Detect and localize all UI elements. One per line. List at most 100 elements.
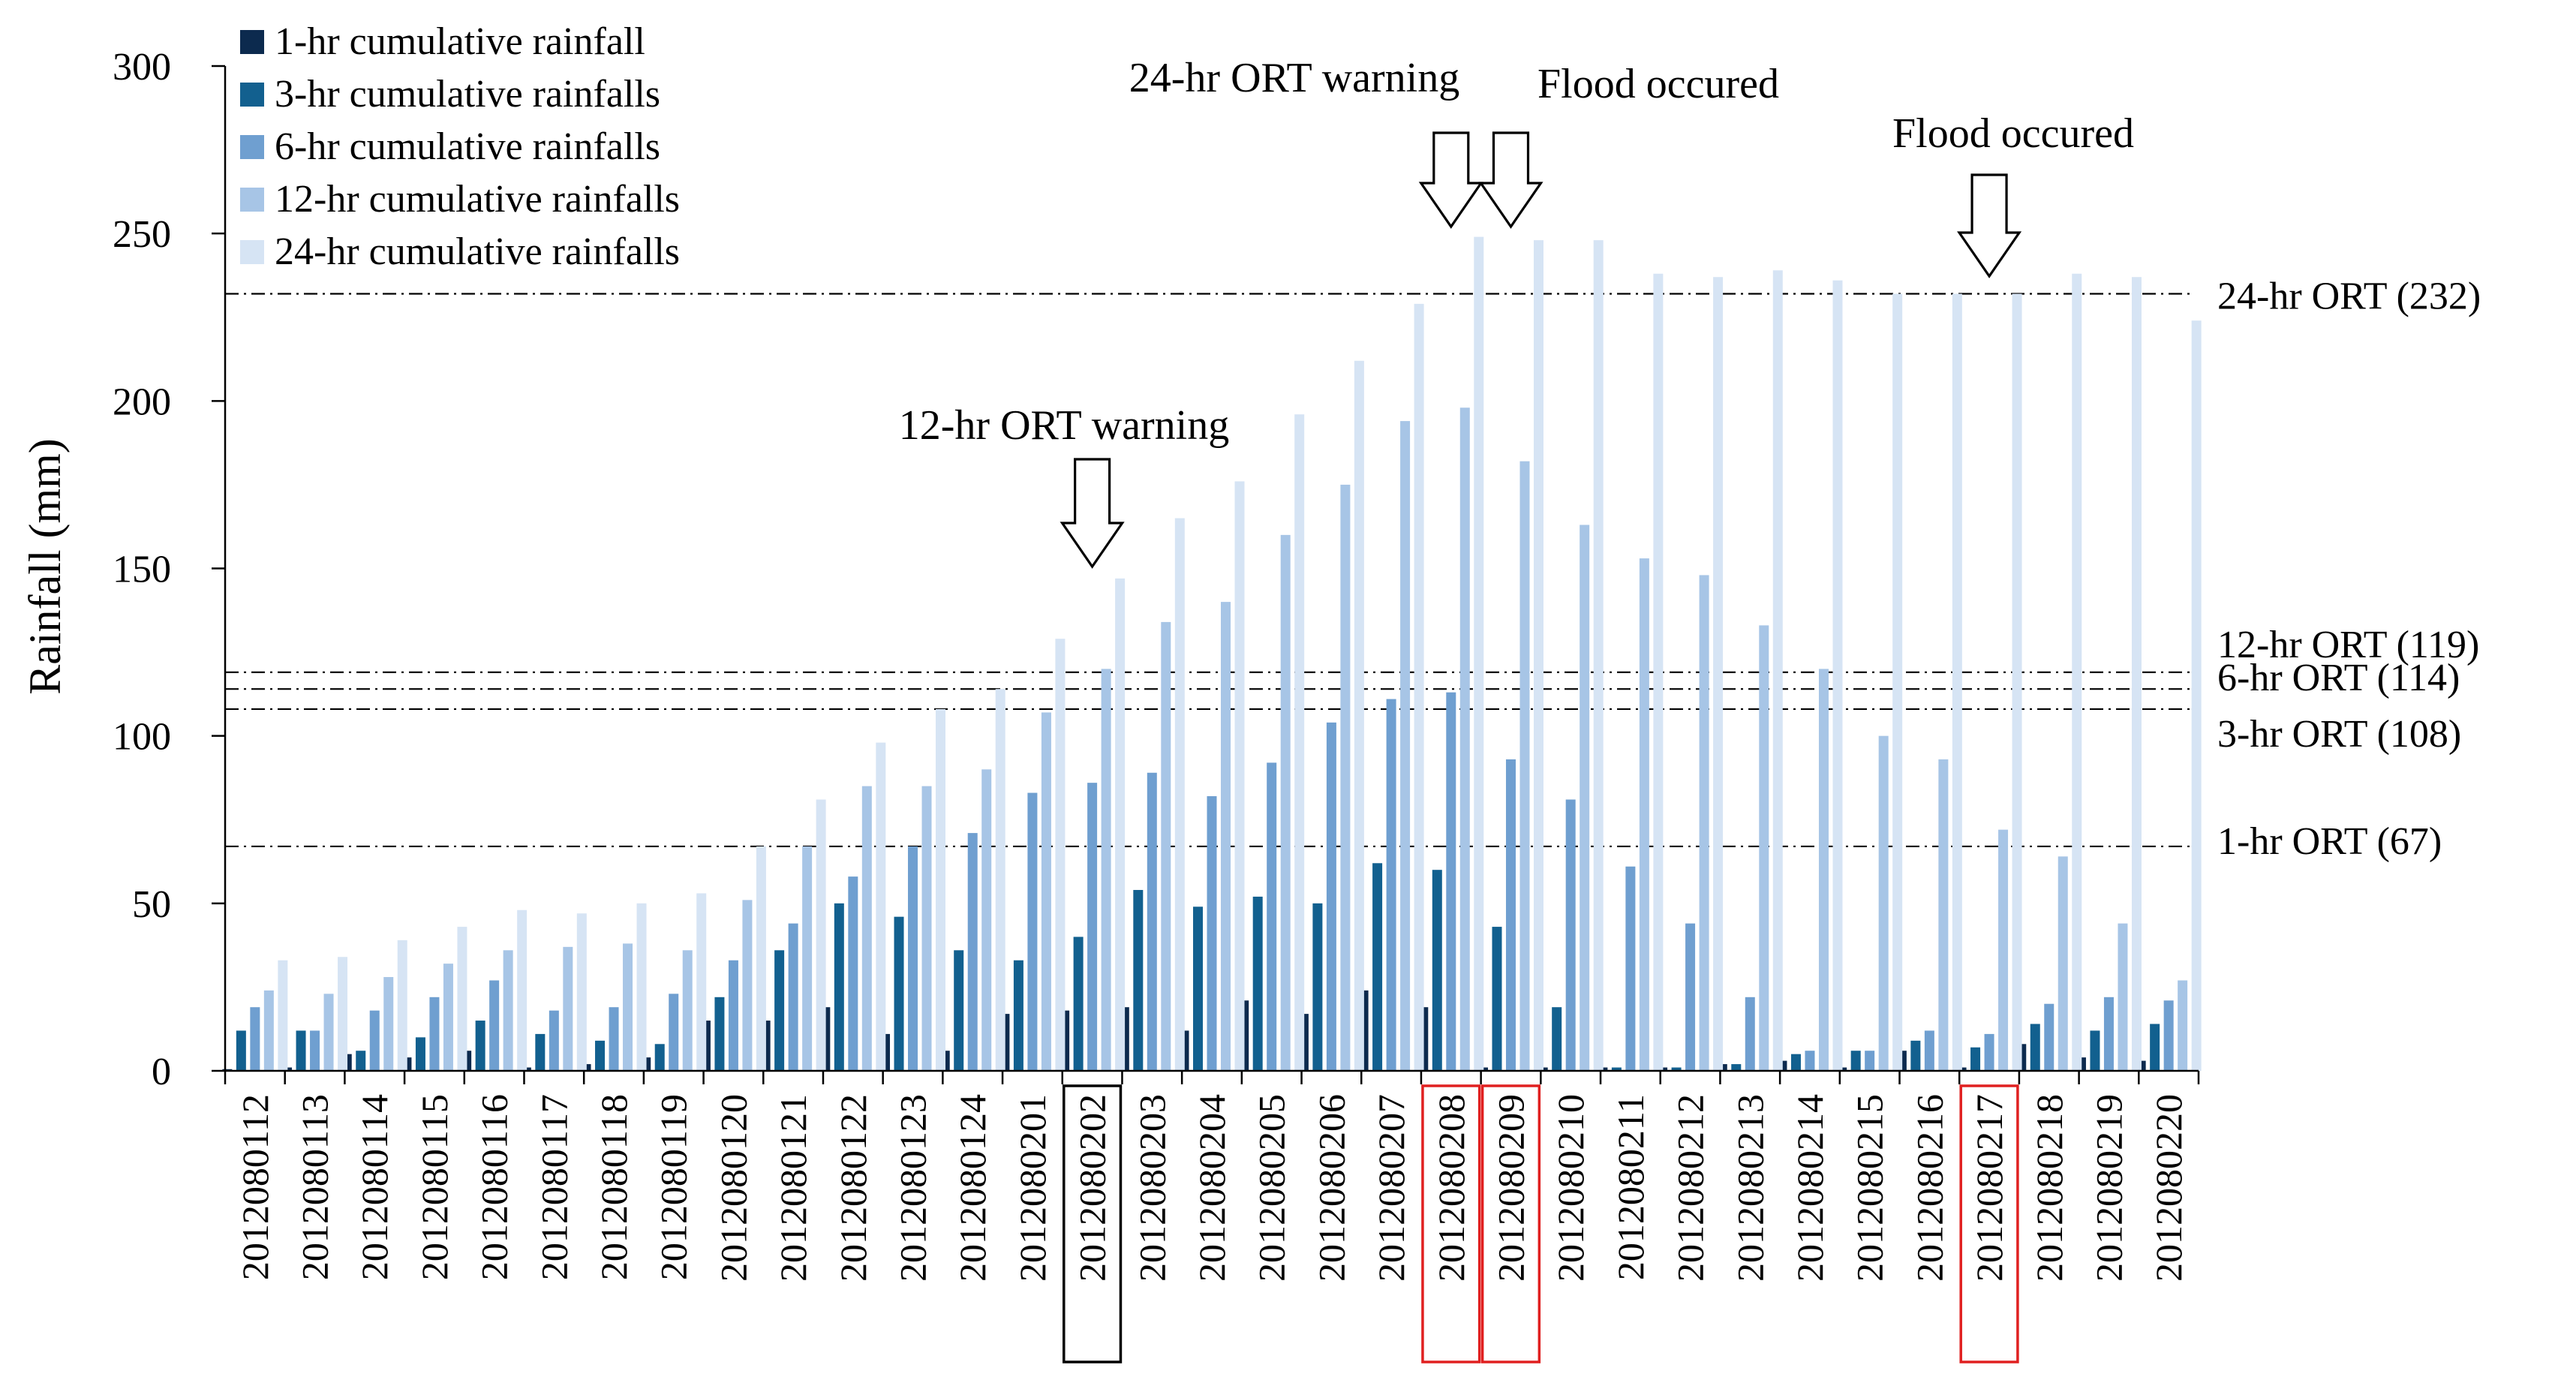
x-tick-label: 2012080206 [1310,1094,1352,1282]
x-tick-label: 2012080116 [473,1094,516,1280]
bar [623,943,633,1071]
bar [2072,273,2082,1071]
bar [1267,762,1277,1071]
bar [1340,484,1351,1071]
legend-swatch [240,188,264,212]
bar [1832,280,1843,1071]
x-tick-label: 2012080219 [2088,1094,2130,1282]
bar [1474,236,1484,1071]
bar [1161,621,1171,1071]
x-tick-label: 2012080119 [653,1094,695,1280]
y-tick-label: 100 [113,716,171,759]
ort-label: 3-hr ORT (108) [2217,713,2461,756]
bar [1193,906,1203,1071]
x-tick-label: 2012080124 [951,1094,993,1282]
bar [1924,1030,1934,1071]
bar [1459,407,1470,1071]
bar [1970,1047,1981,1071]
x-tick-label: 2012080212 [1670,1094,1712,1282]
bar [1731,1064,1742,1071]
y-tick-label: 50 [132,883,171,926]
x-tick-label: 2012080118 [593,1094,635,1280]
down-arrow [1478,131,1543,229]
bar [834,903,844,1071]
bar [1252,896,1263,1071]
bar [1013,960,1023,1071]
bar [576,913,587,1071]
legend-swatch [240,83,264,107]
bar [1745,997,1755,1071]
x-tick-label: 2012080201 [1011,1094,1054,1282]
bar [475,1021,485,1071]
bar [654,1044,665,1071]
bar [1892,293,1903,1072]
bar [894,916,904,1071]
bar [936,708,946,1071]
bar [1611,1067,1622,1071]
bar [2131,277,2142,1072]
bar [1312,903,1323,1071]
bar [816,799,826,1071]
bar [1639,558,1649,1071]
bar [236,1030,246,1071]
highlight-box [1480,1084,1541,1363]
axes: 0 50 100 150 200 250 300 [113,46,2200,1093]
bar [2103,997,2114,1071]
x-tick-label: 2012080213 [1729,1094,1771,1282]
bar [1713,277,1724,1072]
bar [1552,1007,1562,1071]
bar [2057,856,2068,1071]
legend-label: 1-hr cumulative rainfall [275,20,645,63]
bar [2044,1003,2054,1071]
highlight-boxes [1063,1084,2019,1363]
bar [669,994,679,1071]
x-tick-label: 2012080120 [712,1094,754,1282]
legend-swatch [240,240,264,264]
bar [1938,759,1949,1071]
bar [861,786,872,1071]
down-arrow [1418,131,1483,229]
highlight-box [1421,1084,1481,1363]
bar [535,1033,546,1071]
bar [1805,1051,1815,1071]
x-tick-label: 2012080218 [2028,1094,2070,1282]
bar [1414,303,1424,1071]
x-tick-label: 2012080210 [1550,1094,1592,1282]
x-tick-label: 2012080217 [1968,1094,2010,1282]
bar [908,846,918,1071]
x-tick-labels: 2012080112 2012080113 2012080114 2012080115… [234,1094,2190,1282]
bar [1207,796,1217,1071]
bar [563,946,573,1071]
bar [1174,518,1185,1071]
y-tick-label: 250 [113,213,171,256]
bar [323,994,334,1071]
legend: 1-hr cumulative rainfall 3-hr cumulative … [240,20,680,273]
bar [921,786,932,1071]
y-tick-label: 150 [113,549,171,591]
annotation-label: Flood occured [1537,61,1779,107]
bar [2150,1024,2160,1071]
bar [1386,699,1396,1071]
x-tick-label: 2012080209 [1489,1094,1531,1282]
x-tick-label: 2012080114 [353,1094,395,1280]
ort-label: 1-hr ORT (67) [2217,820,2442,863]
x-tick-label: 2012080112 [234,1094,276,1280]
bar [549,1010,559,1071]
x-tick-label: 2012080211 [1610,1094,1652,1280]
bar [954,950,964,1071]
bar [1101,669,1111,1071]
bar [848,876,858,1071]
ort-label: 12-hr ORT (119) [2217,624,2479,666]
bar [1041,712,1051,1071]
ort-label: 24-hr ORT (232) [2217,275,2481,318]
bar [1446,692,1456,1071]
bar [788,923,798,1071]
bar [1699,575,1709,1071]
down-arrow [1957,173,2022,278]
bar [1910,1040,1921,1071]
annotations: 12-hr ORT warning 24-hr ORT warning Flood … [899,55,2134,569]
bar [1818,669,1829,1071]
legend-label: 24-hr cumulative rainfalls [275,230,680,273]
legend-label: 6-hr cumulative rainfalls [275,125,660,168]
